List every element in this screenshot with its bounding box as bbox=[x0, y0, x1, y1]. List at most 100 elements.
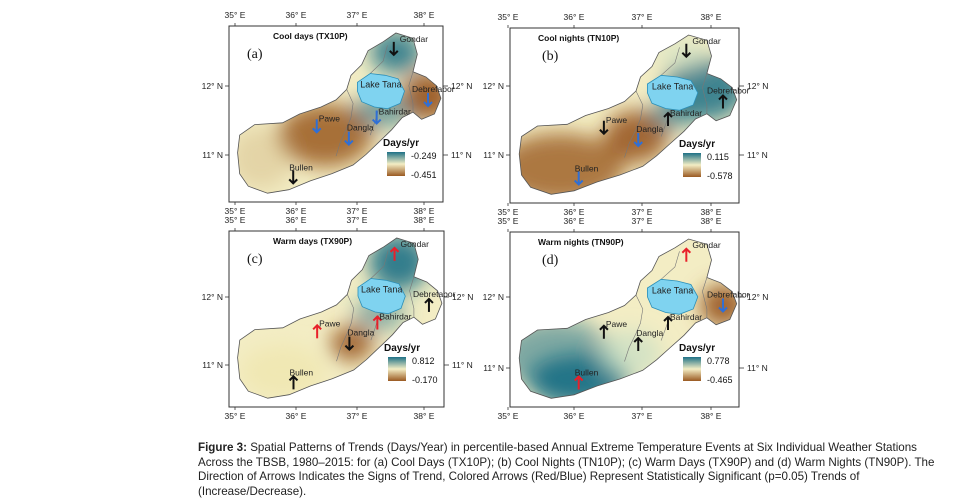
basin-boundary bbox=[237, 32, 442, 194]
station-gondar: Gondar bbox=[681, 240, 721, 262]
figure-maps: Lake Tana Cool days (TX10P) (a) Gondar Debre… bbox=[202, 10, 769, 421]
arrow-head-icon bbox=[288, 374, 299, 382]
arrow-head-icon bbox=[681, 247, 692, 254]
arrow-head-icon bbox=[389, 246, 400, 253]
lon-label: 37° E bbox=[347, 10, 368, 20]
subbasin-boundary bbox=[369, 45, 388, 74]
lat-label: 12° N bbox=[747, 81, 768, 91]
lat-label: 11° N bbox=[202, 150, 223, 160]
legend: Days/yr 0.778 -0.465 bbox=[679, 343, 733, 385]
legend-max: 0.115 bbox=[707, 152, 729, 162]
lon-label: 35° E bbox=[498, 216, 519, 226]
subbasin-boundary bbox=[408, 71, 414, 113]
arrow-head-icon bbox=[288, 178, 298, 185]
lon-label: 37° E bbox=[632, 207, 653, 217]
station-label: Bullen bbox=[289, 162, 313, 172]
trend-gradient bbox=[237, 126, 294, 190]
lon-label: 36° E bbox=[564, 12, 585, 22]
lat-label: 12° N bbox=[202, 292, 223, 302]
legend-min: -0.170 bbox=[412, 375, 438, 385]
station-label: Pawe bbox=[606, 319, 628, 329]
legend: Days/yr 0.812 -0.170 bbox=[384, 343, 438, 385]
lon-label: 38° E bbox=[701, 207, 722, 217]
station-bahirdar: Bahirdar bbox=[663, 312, 702, 330]
lat-label: 11° N bbox=[451, 150, 472, 160]
station-label: Bahirdar bbox=[379, 312, 411, 322]
arrow-head-icon bbox=[599, 129, 609, 136]
legend-colorbar bbox=[388, 357, 406, 381]
basin-boundary bbox=[237, 237, 443, 399]
lon-label: 37° E bbox=[632, 12, 653, 22]
lon-label: 36° E bbox=[564, 207, 585, 217]
arrow-head-icon bbox=[681, 52, 692, 59]
arrow-head-icon bbox=[633, 141, 643, 148]
lat-label: 12° N bbox=[483, 81, 504, 91]
lat-label: 12° N bbox=[202, 81, 223, 91]
subbasin-boundary bbox=[335, 89, 354, 157]
subbasin-boundary bbox=[660, 47, 680, 76]
legend-title: Days/yr bbox=[383, 138, 419, 149]
lon-label: 35° E bbox=[225, 10, 246, 20]
station-label: Debretabor bbox=[413, 289, 456, 299]
station-label: Bullen bbox=[575, 368, 599, 378]
lat-label: 12° N bbox=[483, 292, 504, 302]
lon-label: 38° E bbox=[701, 411, 722, 421]
station-dangla: Dangla bbox=[344, 328, 375, 352]
station-label: Debrefabor bbox=[707, 290, 750, 300]
station-label: Pawe bbox=[319, 113, 341, 123]
arrow-head-icon bbox=[344, 139, 354, 147]
arrow-head-icon bbox=[312, 127, 322, 134]
figure-caption: Figure 3: Spatial Patterns of Trends (Da… bbox=[198, 441, 943, 499]
arrow-head-icon bbox=[312, 323, 322, 331]
maps-canvas: Lake Tana Cool days (TX10P) (a) Gondar Debre… bbox=[202, 10, 769, 421]
station-label: Bahirdar bbox=[670, 108, 702, 118]
subbasin-boundary bbox=[702, 277, 708, 318]
station-label: Gondar bbox=[692, 240, 721, 250]
lake-label: Lake Tana bbox=[652, 81, 693, 91]
lon-label: 37° E bbox=[632, 411, 653, 421]
trend-gradient bbox=[278, 103, 373, 167]
panel-letter: (a) bbox=[247, 47, 263, 62]
lake-label: Lake Tana bbox=[652, 285, 693, 295]
station-label: Bullen bbox=[290, 367, 314, 377]
lon-label: 36° E bbox=[286, 411, 307, 421]
arrow-head-icon bbox=[663, 315, 673, 322]
lon-label: 38° E bbox=[701, 216, 722, 226]
lon-label: 37° E bbox=[347, 206, 368, 216]
station-debretabor: Debretabor bbox=[413, 289, 456, 312]
station-bullen: Bullen bbox=[288, 162, 313, 185]
legend-min: -0.451 bbox=[411, 170, 437, 180]
lon-label: 38° E bbox=[414, 215, 435, 225]
panel-title: Warm nights (TN90P) bbox=[538, 237, 624, 247]
lat-label: 11° N bbox=[202, 360, 223, 370]
subbasin-boundary bbox=[702, 73, 708, 114]
station-gondar: Gondar bbox=[681, 36, 721, 59]
arrow-head-icon bbox=[599, 324, 609, 331]
lon-label: 36° E bbox=[286, 206, 307, 216]
lon-label: 35° E bbox=[498, 207, 519, 217]
lat-label: 11° N bbox=[483, 363, 504, 373]
legend-max: 0.812 bbox=[412, 356, 435, 366]
lake-tana bbox=[357, 278, 406, 315]
basin-boundary bbox=[518, 238, 738, 399]
station-bahirdar: Bahirdar bbox=[371, 107, 411, 125]
lon-label: 38° E bbox=[414, 10, 435, 20]
lon-label: 37° E bbox=[347, 215, 368, 225]
lon-label: 38° E bbox=[414, 411, 435, 421]
lat-label: 12° N bbox=[451, 81, 472, 91]
lat-label: 11° N bbox=[452, 360, 473, 370]
subbasin-boundary bbox=[370, 250, 389, 279]
caption-label: Figure 3: bbox=[198, 441, 247, 454]
lon-label: 36° E bbox=[564, 216, 585, 226]
trend-gradient bbox=[597, 330, 662, 379]
lat-label: 11° N bbox=[747, 150, 768, 160]
station-label: Debrefabor bbox=[412, 84, 455, 94]
lon-label: 35° E bbox=[225, 206, 246, 216]
legend-min: -0.578 bbox=[707, 171, 733, 181]
lon-label: 35° E bbox=[225, 411, 246, 421]
station-label: Debrefabor bbox=[707, 86, 750, 96]
station-gondar: Gondar bbox=[389, 34, 428, 57]
caption-text: Spatial Patterns of Trends (Days/Year) i… bbox=[198, 441, 935, 498]
station-pawe: Pawe bbox=[312, 318, 341, 339]
station-bullen: Bullen bbox=[573, 368, 599, 390]
